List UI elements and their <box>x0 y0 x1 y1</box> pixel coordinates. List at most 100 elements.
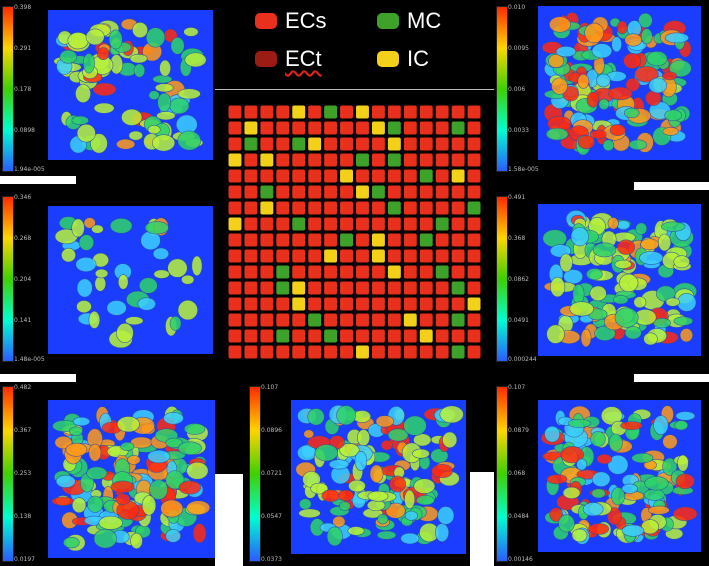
heat-blob <box>128 130 143 141</box>
white-bar <box>470 472 494 566</box>
heatmap-plot <box>291 400 466 554</box>
cell <box>371 233 385 247</box>
cell <box>340 169 353 183</box>
heat-blob <box>109 218 133 234</box>
cell <box>340 329 353 343</box>
cell <box>419 297 433 311</box>
cell <box>292 265 306 279</box>
scale-tick: 0.204 <box>14 276 32 283</box>
cell <box>371 249 385 263</box>
cell <box>419 185 433 199</box>
cell <box>403 313 417 327</box>
cell <box>419 265 433 279</box>
cell <box>292 233 306 247</box>
heat-blob <box>157 92 172 112</box>
cell <box>371 201 385 215</box>
cell <box>324 233 338 247</box>
heat-blob <box>577 73 590 89</box>
heat-blob <box>138 277 158 294</box>
cell <box>451 169 465 183</box>
heat-blob <box>653 415 669 436</box>
heat-blob <box>614 259 632 269</box>
cell <box>324 313 338 327</box>
legend-label: IC <box>407 46 429 71</box>
heat-blob <box>177 441 202 456</box>
heat-blob <box>657 233 672 252</box>
cell <box>467 185 481 199</box>
cell <box>308 217 322 231</box>
heat-blob <box>71 497 87 514</box>
cell <box>260 329 274 343</box>
heat-blob <box>83 217 96 229</box>
heatmap-plot <box>48 10 213 160</box>
heat-blob <box>69 426 83 436</box>
heat-blob <box>160 499 184 518</box>
heat-blob <box>644 476 669 491</box>
heat-blob <box>352 410 372 423</box>
heat-blob <box>643 488 665 501</box>
heat-blob <box>413 478 436 494</box>
cell <box>228 201 242 215</box>
heat-blob <box>586 268 603 281</box>
cell <box>324 265 338 279</box>
heat-blob <box>366 499 386 511</box>
heat-blob <box>400 532 420 545</box>
heat-blob <box>329 435 345 450</box>
cell <box>467 313 481 327</box>
heat-blob <box>186 500 211 515</box>
heat-blob <box>600 406 623 426</box>
heat-blob <box>129 53 148 64</box>
heat-blob <box>664 32 689 44</box>
cell <box>467 121 481 135</box>
heat-blob <box>148 90 160 101</box>
heat-blob <box>76 278 93 298</box>
cell <box>324 201 338 215</box>
cell <box>244 233 258 247</box>
cell <box>276 217 290 231</box>
heat-blob <box>661 71 678 81</box>
cell <box>324 105 338 119</box>
cell <box>467 233 481 247</box>
heat-blob <box>177 88 201 100</box>
cell <box>276 137 290 151</box>
heat-blob <box>548 54 565 69</box>
cell <box>403 249 417 263</box>
scale-tick: 0.178 <box>14 86 32 93</box>
scale-tick: 1.58e-005 <box>508 166 539 173</box>
heat-blob <box>567 418 592 428</box>
cell <box>371 345 385 359</box>
heat-blob <box>611 36 622 53</box>
heat-blob <box>549 16 571 33</box>
heat-blob <box>163 412 184 425</box>
heat-blob <box>623 52 642 69</box>
cell <box>340 297 353 311</box>
cell <box>228 313 242 327</box>
cell <box>403 153 417 167</box>
heat-blob <box>589 285 607 302</box>
cell <box>356 121 369 135</box>
heatmap-plot <box>48 400 215 558</box>
heat-blob <box>413 433 432 447</box>
heat-blob <box>549 276 566 298</box>
cell <box>387 329 401 343</box>
scale-tick: 0.00146 <box>508 556 533 563</box>
cell <box>435 201 449 215</box>
heat-blob <box>621 483 638 494</box>
cell <box>276 329 290 343</box>
heat-blob <box>132 22 149 39</box>
legend-label: ECs <box>285 8 327 33</box>
heat-blob <box>558 514 575 533</box>
heat-blob <box>181 274 195 285</box>
cell <box>292 137 306 151</box>
cell <box>403 297 417 311</box>
heat-blob <box>653 317 671 329</box>
heat-blob <box>617 239 636 255</box>
cell <box>387 233 401 247</box>
cell <box>308 297 322 311</box>
scale-tick: 0.068 <box>508 470 526 477</box>
heatmap-panel-top-right: 0.010 0.0095 0.006 0.0033 1.58e-005 <box>494 0 709 190</box>
heat-blob <box>387 428 409 442</box>
cell <box>435 345 449 359</box>
cell <box>419 217 433 231</box>
cell <box>228 153 242 167</box>
